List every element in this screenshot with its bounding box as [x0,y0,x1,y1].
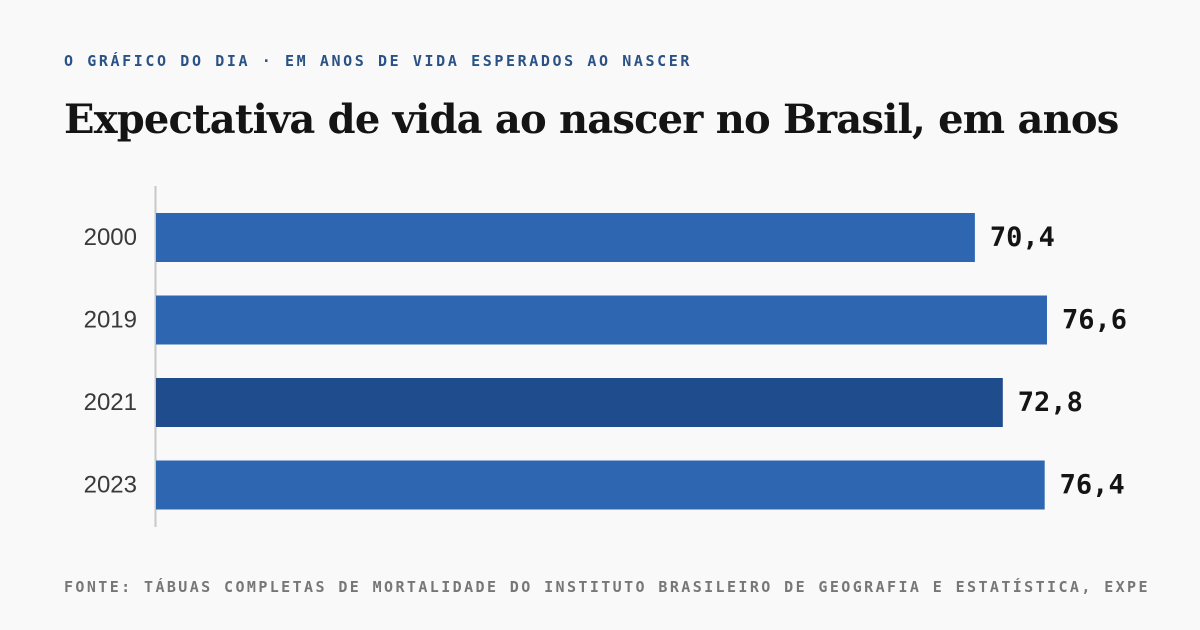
bar-2019 [156,295,1047,345]
category-label-2023: 2023 [84,472,137,499]
value-label-2021: 72,8 [1018,387,1083,418]
bar-2000 [156,213,975,262]
bars-group: 2000 70,4 2019 76,6 2021 72,8 2023 76,4 [84,213,1127,510]
category-label-2021: 2021 [84,389,137,416]
category-label-2000: 2000 [84,224,137,251]
category-label-2019: 2019 [84,307,137,334]
chart-title: Expectativa de vida ao nascer no Brasil,… [64,96,1119,143]
chart-kicker: O GRÁFICO DO DIA · EM ANOS DE VIDA ESPER… [64,52,693,70]
chart-source-footer: FONTE: TÁBUAS COMPLETAS DE MORTALIDADE D… [64,578,1150,596]
bar-2023 [156,460,1045,510]
value-label-2023: 76,4 [1060,470,1125,501]
value-label-2000: 70,4 [990,222,1055,253]
bar-2021 [156,378,1003,427]
value-label-2019: 76,6 [1062,305,1127,336]
